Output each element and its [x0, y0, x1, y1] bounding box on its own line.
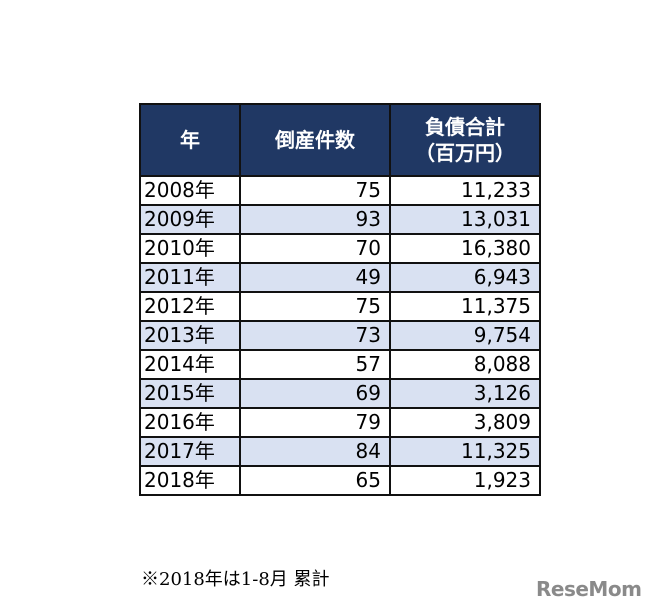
year-cell: 2009年: [139, 204, 241, 235]
year-cell: 2014年: [139, 349, 241, 380]
year-cell: 2015年: [139, 378, 241, 409]
header-debt-unit: （百万円）: [415, 141, 515, 165]
count-cell: 75: [239, 291, 391, 322]
year-cell: 2012年: [139, 291, 241, 322]
count-cell: 84: [239, 436, 391, 467]
header-count: 倒産件数: [239, 103, 391, 177]
debt-cell: 9,754: [389, 320, 541, 351]
year-cell: 2018年: [139, 465, 241, 496]
debt-cell: 13,031: [389, 204, 541, 235]
count-cell: 69: [239, 378, 391, 409]
table-row: 2008年 75 11,233: [139, 175, 541, 206]
count-cell: 73: [239, 320, 391, 351]
year-cell: 2010年: [139, 233, 241, 264]
year-cell: 2017年: [139, 436, 241, 467]
table-row: 2009年 93 13,031: [139, 204, 541, 235]
table-row: 2017年 84 11,325: [139, 436, 541, 467]
debt-cell: 8,088: [389, 349, 541, 380]
debt-cell: 6,943: [389, 262, 541, 293]
table-row: 2018年 65 1,923: [139, 465, 541, 496]
count-cell: 49: [239, 262, 391, 293]
table-row: 2015年 69 3,126: [139, 378, 541, 409]
debt-cell: 1,923: [389, 465, 541, 496]
count-cell: 65: [239, 465, 391, 496]
bankruptcy-table: 年 倒産件数 負債合計 （百万円） 2008年 75 11,233 2009年 93 13…: [139, 103, 541, 496]
year-cell: 2016年: [139, 407, 241, 438]
table-row: 2010年 70 16,380: [139, 233, 541, 264]
table-row: 2011年 49 6,943: [139, 262, 541, 293]
debt-cell: 11,233: [389, 175, 541, 206]
debt-cell: 16,380: [389, 233, 541, 264]
header-year: 年: [139, 103, 241, 177]
count-cell: 75: [239, 175, 391, 206]
count-cell: 93: [239, 204, 391, 235]
table-row: 2013年 73 9,754: [139, 320, 541, 351]
debt-cell: 3,809: [389, 407, 541, 438]
year-cell: 2008年: [139, 175, 241, 206]
year-cell: 2011年: [139, 262, 241, 293]
header-row: 年 倒産件数 負債合計 （百万円）: [139, 103, 541, 177]
year-cell: 2013年: [139, 320, 241, 351]
count-cell: 57: [239, 349, 391, 380]
footnote: ※2018年は1-8月 累計: [141, 569, 330, 590]
table-row: 2016年 79 3,809: [139, 407, 541, 438]
debt-cell: 11,325: [389, 436, 541, 467]
debt-cell: 3,126: [389, 378, 541, 409]
table-row: 2012年 75 11,375: [139, 291, 541, 322]
table-row: 2014年 57 8,088: [139, 349, 541, 380]
resemom-logo: ReseMom: [536, 577, 642, 601]
header-debt-label: 負債合計: [425, 115, 505, 139]
header-debt: 負債合計 （百万円）: [389, 103, 541, 177]
count-cell: 70: [239, 233, 391, 264]
debt-cell: 11,375: [389, 291, 541, 322]
count-cell: 79: [239, 407, 391, 438]
